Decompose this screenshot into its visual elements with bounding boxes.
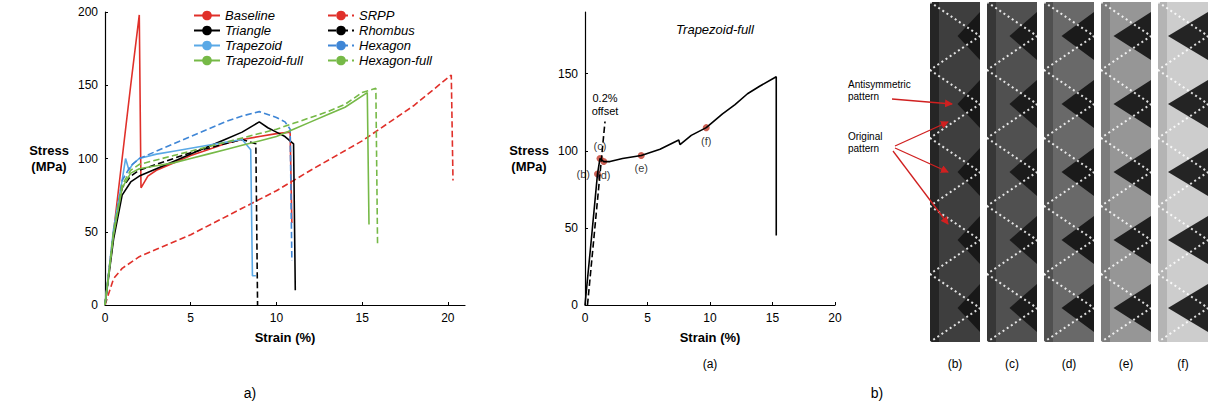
svg-text:b): b): [871, 385, 883, 401]
svg-text:Trapezoid-full: Trapezoid-full: [676, 22, 755, 37]
svg-text:0: 0: [91, 298, 98, 312]
svg-text:Hexagon: Hexagon: [359, 38, 411, 53]
svg-text:(c): (c): [594, 140, 607, 152]
svg-text:Strain (%): Strain (%): [255, 330, 316, 345]
svg-text:Original: Original: [848, 131, 882, 142]
svg-text:100: 100: [558, 144, 578, 158]
svg-text:SRPP: SRPP: [359, 8, 395, 23]
svg-text:15: 15: [355, 311, 369, 325]
svg-text:200: 200: [78, 5, 98, 19]
svg-text:5: 5: [644, 311, 651, 325]
svg-text:0: 0: [571, 298, 578, 312]
svg-text:0.2%: 0.2%: [592, 92, 617, 104]
svg-text:Triangle: Triangle: [225, 23, 271, 38]
svg-text:0: 0: [102, 311, 109, 325]
svg-text:10: 10: [703, 311, 717, 325]
svg-text:pattern: pattern: [848, 143, 879, 154]
svg-text:(a): (a): [703, 357, 718, 371]
svg-text:Antisymmetric: Antisymmetric: [848, 79, 911, 90]
svg-text:(e): (e): [635, 162, 648, 174]
svg-text:(b): (b): [948, 357, 963, 371]
svg-text:Stress: Stress: [29, 143, 69, 158]
svg-text:15: 15: [766, 311, 780, 325]
svg-text:Strain (%): Strain (%): [680, 330, 741, 345]
svg-text:(c): (c): [1005, 357, 1019, 371]
svg-text:offset: offset: [592, 105, 619, 117]
svg-text:Rhombus: Rhombus: [359, 23, 415, 38]
svg-text:(MPa): (MPa): [31, 159, 66, 174]
svg-text:20: 20: [828, 311, 842, 325]
svg-text:10: 10: [270, 311, 284, 325]
svg-text:Stress: Stress: [509, 143, 549, 158]
svg-text:Baseline: Baseline: [225, 8, 275, 23]
svg-text:150: 150: [558, 67, 578, 81]
svg-text:(f): (f): [1177, 357, 1188, 371]
svg-text:pattern: pattern: [848, 91, 879, 102]
svg-text:150: 150: [78, 78, 98, 92]
svg-text:20: 20: [441, 311, 455, 325]
svg-text:(e): (e): [1119, 357, 1134, 371]
svg-text:Hexagon-full: Hexagon-full: [359, 53, 433, 68]
svg-text:(b): (b): [577, 168, 590, 180]
svg-text:0: 0: [582, 311, 589, 325]
svg-text:(MPa): (MPa): [511, 159, 546, 174]
svg-text:5: 5: [187, 311, 194, 325]
svg-text:(f): (f): [701, 135, 711, 147]
svg-text:a): a): [244, 385, 256, 401]
svg-text:Trapezoid-full: Trapezoid-full: [225, 53, 304, 68]
svg-text:(d): (d): [597, 168, 611, 181]
svg-text:50: 50: [565, 221, 579, 235]
svg-text:Trapezoid: Trapezoid: [225, 38, 283, 53]
svg-text:50: 50: [85, 225, 99, 239]
svg-text:(d): (d): [1062, 357, 1077, 371]
svg-text:100: 100: [78, 152, 98, 166]
